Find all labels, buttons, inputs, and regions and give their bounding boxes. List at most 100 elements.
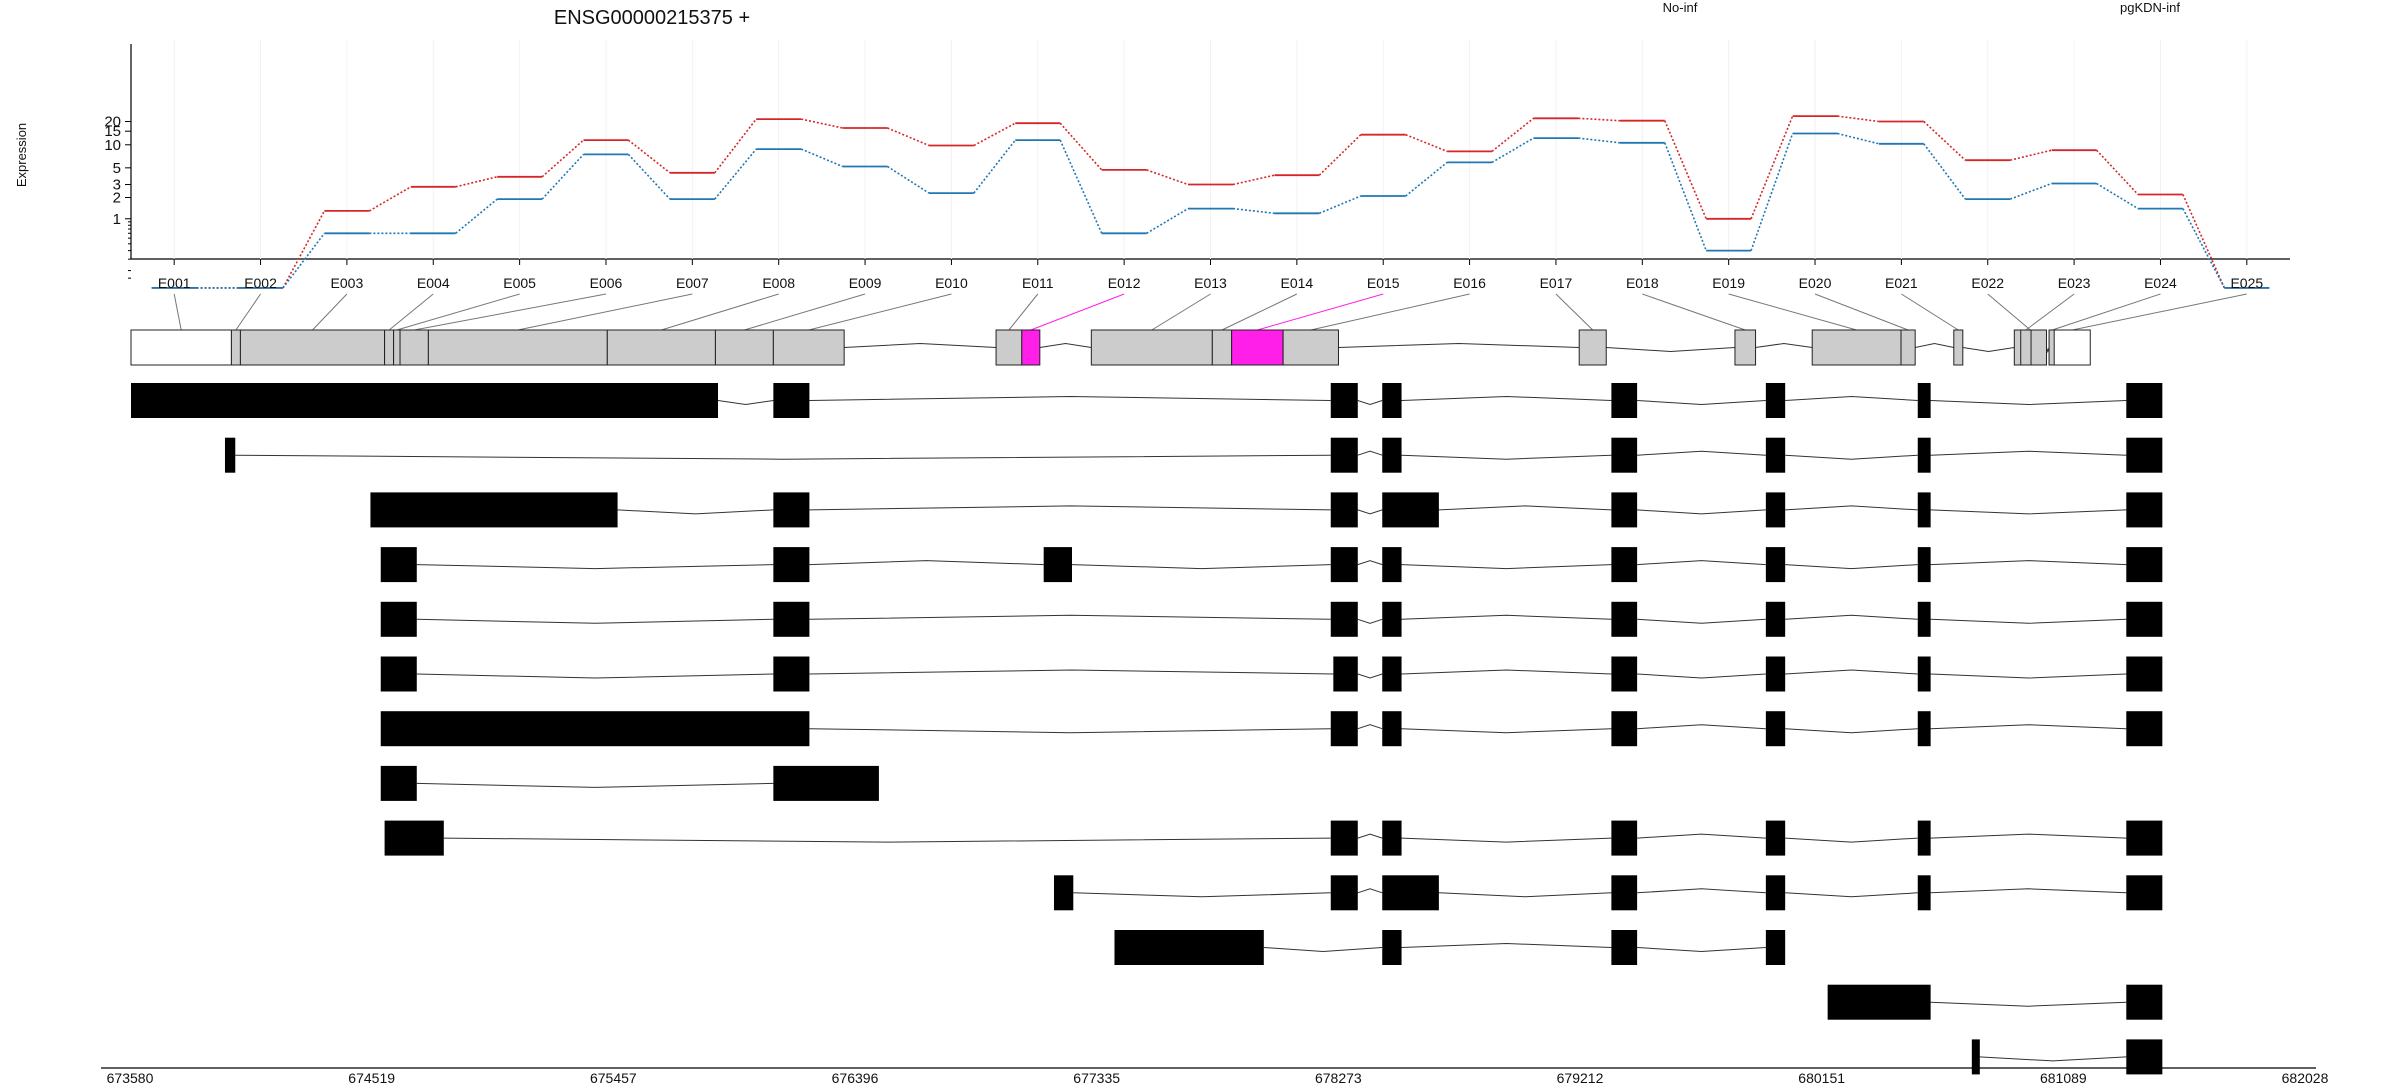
intron-line: [1357, 888, 1383, 894]
intron-line: [1637, 450, 1766, 456]
intron-line: [1785, 892, 1918, 898]
intron-line: [1606, 347, 1735, 353]
transcript-exon: [380, 601, 417, 637]
transcript-exon: [1765, 547, 1786, 583]
transcript-exon: [1611, 656, 1638, 692]
transcript-exon: [1765, 656, 1786, 692]
transcript-row: [1053, 875, 2163, 911]
exon-connector: [1814, 293, 1909, 331]
intron-line: [1962, 347, 2015, 353]
intron-line: [809, 728, 1331, 734]
exon-label: E020: [1799, 275, 1832, 291]
intron-line: [1438, 892, 1612, 898]
intron-line: [1930, 1001, 2127, 1007]
transcript-exon: [773, 492, 810, 528]
exon-box: [1090, 329, 1213, 366]
transcript-exon: [370, 492, 618, 528]
y-tick-label: 5: [113, 160, 121, 177]
transcript-exon: [1330, 383, 1358, 418]
exon-box: [1231, 329, 1284, 366]
exon-label: E012: [1108, 275, 1141, 291]
exon-connector: [1221, 293, 1298, 331]
exon-box: [1900, 329, 1916, 366]
transcript-exon: [1917, 492, 1931, 528]
transcript-exon: [2126, 383, 2163, 418]
transcript-exon: [1382, 383, 1402, 418]
y-tick-label: 15: [104, 123, 121, 140]
transcript-exon: [1611, 930, 1638, 965]
exon-label: E003: [331, 275, 364, 291]
transcript-exon: [1917, 601, 1931, 637]
exon-label: E004: [417, 275, 450, 291]
transcript-exon: [380, 765, 417, 801]
intron-line: [1930, 724, 2127, 730]
transcript-exon: [1827, 984, 1931, 1020]
intron-line: [1357, 400, 1383, 406]
exon-label: E021: [1885, 275, 1918, 291]
intron-line: [1401, 728, 1612, 734]
transcript-exon: [1043, 547, 1073, 583]
transcript-exon: [1765, 601, 1786, 637]
exon-label: E016: [1453, 275, 1486, 291]
intron-line: [1039, 342, 1092, 348]
intron-line: [1785, 614, 1918, 620]
intron-line: [1637, 888, 1766, 894]
exon-connector: [1987, 293, 2031, 331]
transcript-exon: [773, 656, 810, 692]
transcript-exon: [1917, 820, 1931, 856]
exon-connector: [1257, 293, 1384, 331]
exon-box: [1021, 329, 1041, 366]
intron-line: [1438, 505, 1612, 511]
intron-line: [1785, 395, 1918, 401]
exon-connector: [396, 293, 520, 331]
exon-label: E023: [2058, 275, 2091, 291]
intron-line: [1073, 892, 1331, 898]
transcript-exon: [1765, 492, 1786, 528]
genomic-tick-label: 674519: [348, 1070, 395, 1086]
transcript-exon: [1382, 930, 1402, 965]
transcript-exon: [1917, 547, 1931, 583]
transcript-exon: [2126, 875, 2163, 911]
intron-line: [1637, 509, 1766, 515]
exon-connector: [2025, 293, 2075, 331]
transcript-exon: [1765, 711, 1786, 747]
intron-line: [1785, 564, 1918, 570]
transcript-tracks: [131, 383, 2163, 1075]
intron-line: [1785, 454, 1918, 460]
genomic-tick-label: 675457: [590, 1070, 637, 1086]
transcript-exon: [1917, 383, 1931, 418]
exon-label: E011: [1022, 275, 1054, 291]
transcript-exon: [1330, 601, 1358, 637]
intron-line: [809, 614, 1331, 620]
transcript-exon: [2126, 547, 2163, 583]
transcript-exon: [773, 601, 810, 637]
series-line: [151, 132, 2270, 289]
legend-pgkdn-inf: pgKDN-inf: [2120, 0, 2180, 15]
exon-label: E007: [676, 275, 709, 291]
exon-label: E001: [158, 275, 191, 291]
exon-box: [1953, 329, 1964, 366]
intron-line: [443, 837, 1331, 843]
genomic-axis: 673580 674519 675457 676396 677335 678273 6792…: [101, 1067, 2329, 1086]
exon-connector: [312, 293, 348, 331]
exon-label: E002: [244, 275, 277, 291]
exon-label: E018: [1626, 275, 1659, 291]
exon-box: [239, 329, 386, 366]
intron-line: [416, 618, 774, 624]
y-axis-label: Expression: [14, 123, 29, 187]
exon-connector: [1310, 293, 1470, 331]
transcript-exon: [224, 437, 236, 473]
exon-box: [1282, 329, 1339, 366]
transcript-row: [131, 383, 2163, 418]
transcript-row: [380, 656, 2163, 692]
transcript-exon: [2126, 601, 2163, 637]
genomic-tick-label: 680151: [1798, 1070, 1845, 1086]
transcript-exon: [1330, 437, 1358, 473]
transcript-exon: [2126, 437, 2163, 473]
intron-line: [617, 509, 774, 515]
transcript-exon: [1765, 930, 1786, 965]
exon-label: E022: [1971, 275, 2004, 291]
intron-line: [844, 342, 997, 348]
genomic-tick-label: 673580: [107, 1070, 154, 1086]
transcript-exon: [131, 383, 719, 418]
